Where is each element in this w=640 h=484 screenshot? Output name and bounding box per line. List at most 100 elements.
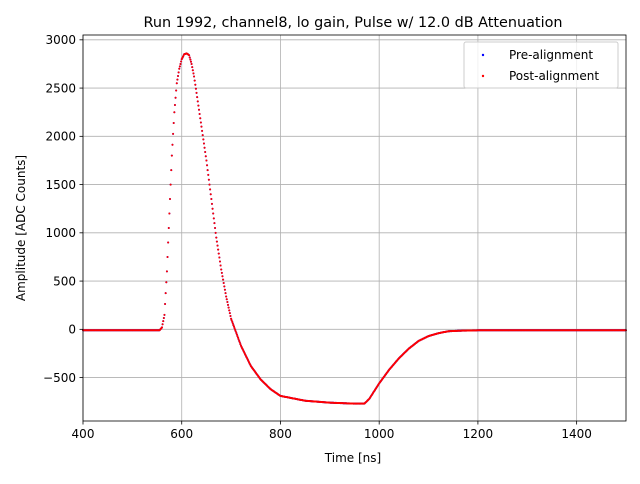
data-point	[212, 212, 215, 215]
data-point	[198, 113, 201, 116]
data-point	[209, 188, 212, 191]
y-tick-label: 3000	[45, 33, 76, 47]
data-point	[169, 183, 172, 186]
data-point	[235, 332, 238, 335]
data-point	[189, 58, 192, 61]
data-point	[230, 317, 233, 320]
x-tick-label: 1000	[364, 427, 395, 441]
data-point	[232, 325, 235, 328]
data-point	[195, 91, 198, 94]
data-point	[223, 285, 226, 288]
data-point	[233, 327, 236, 330]
data-point	[193, 75, 196, 78]
data-point	[199, 121, 202, 124]
data-point	[234, 330, 237, 333]
data-point	[166, 255, 169, 258]
data-point	[206, 164, 209, 167]
data-point	[178, 65, 181, 68]
data-point	[174, 96, 177, 99]
data-point	[227, 306, 230, 309]
data-point	[167, 241, 170, 244]
data-point	[188, 56, 191, 59]
data-point	[214, 227, 217, 229]
data-point	[218, 256, 221, 259]
data-point	[194, 83, 197, 86]
data-point	[229, 314, 232, 317]
data-point	[201, 134, 204, 137]
y-tick-label: −500	[43, 371, 76, 385]
x-tick-label: 400	[72, 427, 95, 441]
y-tick-label: 2500	[45, 81, 76, 95]
data-point	[221, 275, 224, 278]
x-axis-label: Time [ns]	[324, 451, 381, 465]
data-point	[220, 268, 223, 271]
data-point	[190, 62, 193, 65]
data-point	[180, 60, 183, 63]
data-point	[234, 328, 237, 331]
data-point	[162, 316, 165, 319]
data-point	[165, 281, 168, 284]
y-tick-label: 500	[53, 274, 76, 288]
data-point	[204, 155, 207, 158]
plot-frame	[82, 34, 627, 422]
data-point	[194, 87, 197, 90]
legend-label-pre: Pre-alignment	[509, 48, 593, 62]
data-point	[217, 248, 220, 251]
data-point	[163, 313, 166, 316]
data-point	[219, 264, 222, 267]
data-point	[201, 129, 204, 132]
data-point	[217, 252, 220, 255]
data-point	[200, 125, 203, 128]
data-point	[232, 324, 235, 327]
data-point	[192, 72, 195, 75]
data-point	[225, 295, 228, 298]
data-point	[207, 173, 210, 176]
data-point	[228, 312, 231, 315]
chart-title: Run 1992, channel8, lo gain, Pulse w/ 12…	[144, 15, 563, 31]
data-point	[237, 336, 240, 339]
data-point	[212, 217, 215, 220]
data-point	[207, 178, 210, 181]
data-point	[211, 207, 214, 210]
data-point	[167, 227, 170, 229]
data-point	[215, 236, 218, 239]
data-point	[214, 231, 217, 234]
data-point	[227, 303, 230, 306]
data-point	[175, 82, 178, 85]
data-point	[204, 151, 207, 154]
data-point	[223, 288, 226, 291]
data-point	[213, 222, 216, 225]
legend-label-post: Post-alignment	[509, 69, 599, 83]
data-point	[230, 319, 233, 322]
legend-box	[463, 41, 619, 89]
data-point	[179, 62, 182, 65]
data-point	[209, 193, 212, 196]
data-point	[205, 159, 208, 162]
data-point	[208, 183, 211, 186]
data-point	[170, 169, 173, 172]
data-point	[172, 132, 175, 135]
data-point	[210, 202, 213, 205]
x-tick-label: 600	[170, 427, 193, 441]
x-tick-label: 1200	[463, 427, 494, 441]
data-point	[225, 298, 228, 301]
y-tick-label: 1000	[45, 226, 76, 240]
data-point	[202, 142, 205, 145]
legend: Pre-alignment Post-alignment	[463, 41, 619, 89]
data-point	[238, 341, 241, 344]
data-point	[238, 339, 241, 342]
data-point	[199, 117, 202, 120]
y-axis-ticks: −500 0 500 1000 1500 2000 2500 3000	[43, 33, 83, 385]
data-point	[160, 326, 163, 329]
grid-lines	[82, 35, 626, 421]
x-tick-label: 1400	[561, 427, 592, 441]
data-point	[173, 111, 176, 114]
data-point	[196, 100, 199, 103]
x-tick-label: 800	[269, 427, 292, 441]
data-point	[228, 309, 231, 312]
data-point	[239, 343, 242, 346]
x-axis-ticks: 400 600 800 1000 1200 1400	[72, 421, 592, 441]
data-point	[193, 79, 196, 82]
data-point	[189, 60, 192, 63]
series-post-alignment	[82, 52, 627, 405]
